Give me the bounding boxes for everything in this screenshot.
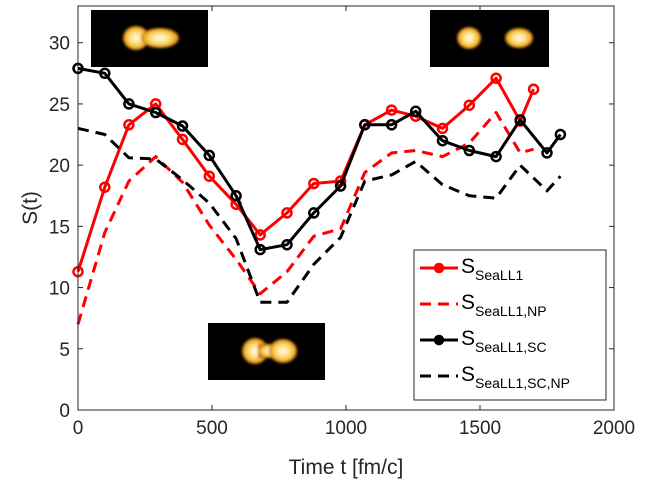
y-tick-label: 30 <box>49 34 70 55</box>
x-tick-label: 0 <box>73 418 84 439</box>
x-axis-label: Time t [fm/c] <box>289 456 404 479</box>
y-tick-label: 15 <box>49 217 70 238</box>
inset-top-left <box>91 10 208 67</box>
y-tick-label: 0 <box>59 401 70 422</box>
legend-marker <box>435 264 444 273</box>
y-axis-label: S(t) <box>19 191 42 225</box>
y-tick-label: 20 <box>49 156 70 177</box>
x-tick-label: 1000 <box>325 418 367 439</box>
x-tick-label: 2000 <box>593 418 635 439</box>
legend-marker <box>435 336 444 345</box>
inset-bottom-center <box>208 323 325 380</box>
inset-top-right <box>430 10 549 67</box>
y-tick-label: 25 <box>49 95 70 116</box>
x-tick-label: 1500 <box>459 418 501 439</box>
y-tick-label: 10 <box>49 279 70 300</box>
x-tick-label: 500 <box>196 418 228 439</box>
y-tick-label: 5 <box>59 340 70 361</box>
